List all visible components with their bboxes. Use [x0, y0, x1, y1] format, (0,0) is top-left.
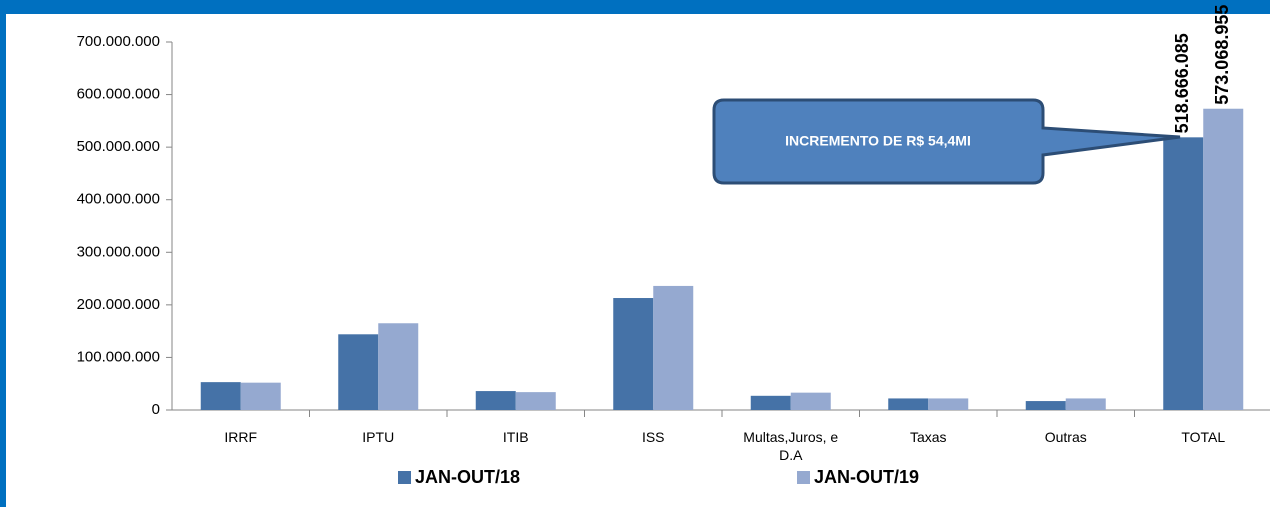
legend-label: JAN-OUT/18	[415, 467, 520, 487]
y-tick-label: 0	[152, 401, 160, 418]
y-tick-label: 500.000.000	[77, 138, 160, 155]
callout-text: INCREMENTO DE R$ 54,4MI	[785, 133, 971, 149]
y-tick-label: 700.000.000	[77, 33, 160, 50]
x-tick-label: IRRF	[224, 429, 258, 445]
legend-swatch	[398, 471, 411, 484]
bar	[338, 334, 379, 410]
bar	[515, 392, 556, 410]
bar	[1203, 108, 1244, 410]
data-label: 573.068.955	[1212, 5, 1232, 105]
left-border	[0, 0, 6, 507]
x-tick-label: Taxas	[909, 429, 947, 445]
bar	[475, 391, 516, 410]
x-tick-label: TOTAL	[1181, 429, 1226, 445]
bar	[888, 398, 929, 410]
bar	[790, 392, 831, 410]
bar	[928, 398, 969, 410]
bar	[1065, 398, 1106, 410]
y-tick-label: 200.000.000	[77, 296, 160, 313]
top-border	[0, 0, 1270, 14]
y-tick-label: 300.000.000	[77, 243, 160, 260]
bar	[1025, 401, 1066, 410]
bar	[653, 285, 694, 410]
bar	[378, 323, 419, 410]
bar	[1163, 137, 1204, 410]
x-tick-label: ISS	[641, 429, 665, 445]
x-tick-label: ITIB	[502, 429, 529, 445]
x-tick-label: Multas,Juros, e D.A	[743, 429, 839, 463]
bar	[613, 298, 654, 410]
y-tick-label: 600.000.000	[77, 86, 160, 103]
callout	[712, 98, 1181, 185]
legend-swatch	[797, 471, 810, 484]
bar	[240, 382, 281, 410]
x-tick-label: Outras	[1044, 429, 1087, 445]
bar	[200, 382, 241, 410]
y-tick-label: 400.000.000	[77, 191, 160, 208]
bar	[750, 395, 791, 410]
data-label: 518.666.085	[1172, 33, 1192, 133]
x-tick-label: IPTU	[362, 429, 395, 445]
y-tick-label: 100.000.000	[77, 348, 160, 365]
legend-label: JAN-OUT/19	[814, 467, 919, 487]
